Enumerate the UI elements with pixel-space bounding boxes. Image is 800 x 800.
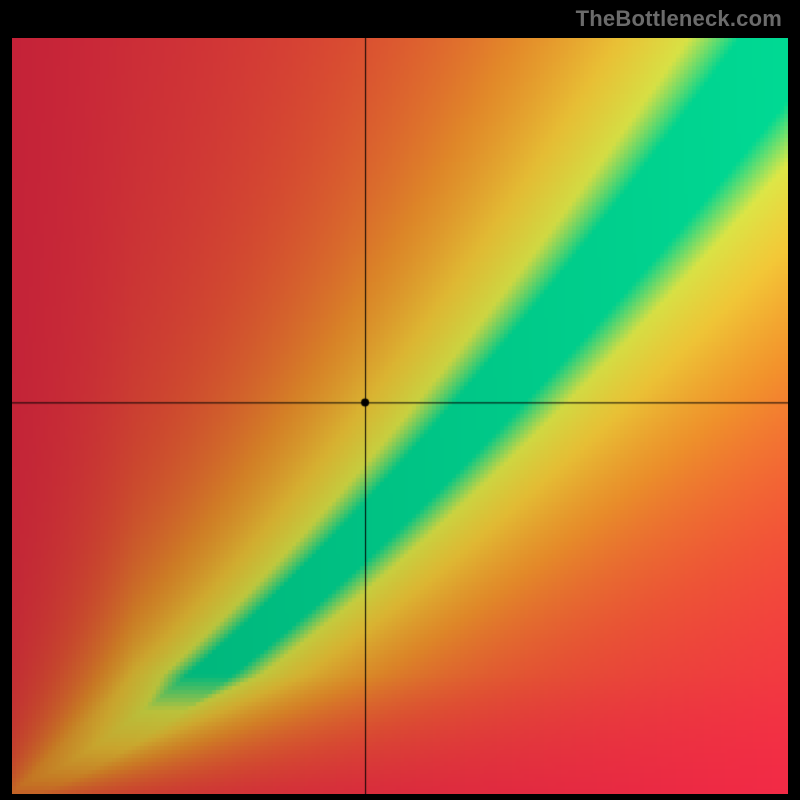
- plot-area: [12, 38, 788, 794]
- watermark-text: TheBottleneck.com: [576, 6, 782, 32]
- heatmap-canvas: [12, 38, 788, 794]
- chart-container: TheBottleneck.com: [0, 0, 800, 800]
